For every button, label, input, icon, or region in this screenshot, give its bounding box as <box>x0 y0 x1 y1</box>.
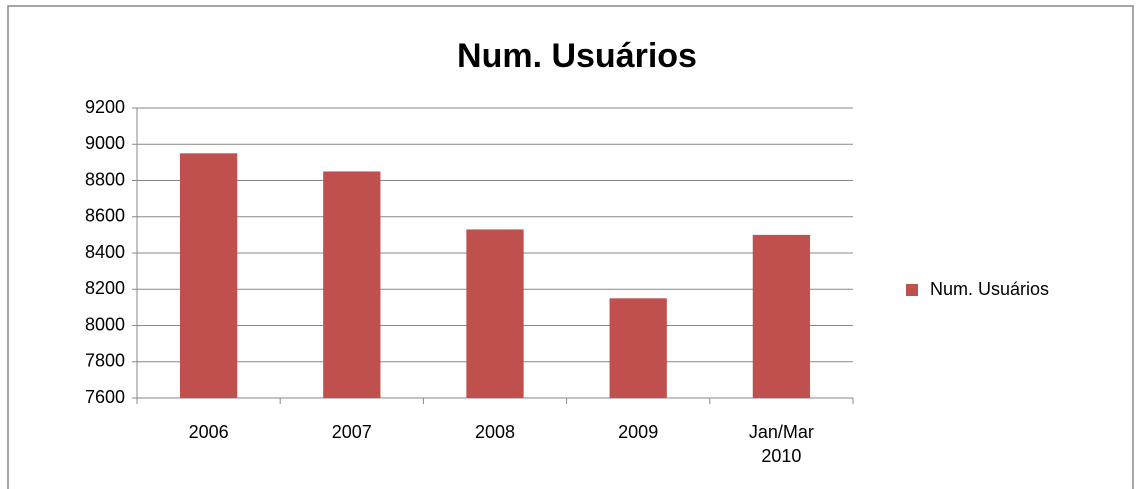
legend-label: Num. Usuários <box>930 279 1049 299</box>
x-tick-label: 2007 <box>331 422 372 442</box>
legend-swatch <box>906 284 918 296</box>
x-tick-label: Jan/Mar 2010 <box>748 422 814 466</box>
bar <box>466 229 524 398</box>
y-tick-label: 8200 <box>85 278 125 298</box>
y-tick-label: 8600 <box>85 206 125 226</box>
bar <box>609 298 667 398</box>
x-tick-label: 2008 <box>474 422 516 442</box>
y-tick-label: 9000 <box>85 133 125 153</box>
y-tick-label: 8800 <box>85 169 125 189</box>
bar <box>752 234 811 398</box>
chart-title: Num. Usuários <box>457 37 697 75</box>
y-tick-label: 7600 <box>85 387 125 407</box>
y-tick-label: 8400 <box>85 242 125 262</box>
y-tick-label: 9200 <box>85 97 125 117</box>
chart-frame <box>7 5 1134 489</box>
bar <box>323 171 381 398</box>
x-tick-label: 2006 <box>188 422 229 442</box>
y-tick-label: 7800 <box>85 351 125 371</box>
bar <box>179 153 238 398</box>
x-tick-label: 2009 <box>618 422 659 442</box>
y-tick-label: 8000 <box>85 314 125 334</box>
